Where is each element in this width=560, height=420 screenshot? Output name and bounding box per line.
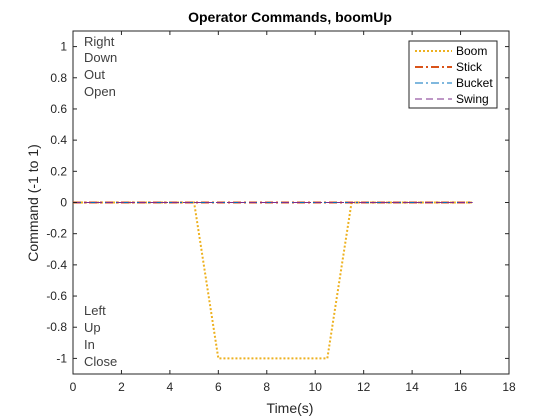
annotation-top-1: Down <box>84 50 117 65</box>
annotation-bottom-1: Up <box>84 320 101 335</box>
annotation-bottom: Left Up In Close <box>84 303 117 369</box>
x-axis-label: Time(s) <box>267 400 314 416</box>
y-tick-label: 0.4 <box>50 133 67 147</box>
y-tick-label: -0.4 <box>46 258 67 272</box>
y-tick-label: -0.6 <box>46 289 67 303</box>
series-layer <box>73 201 473 360</box>
annotation-bottom-0: Left <box>84 303 106 318</box>
legend-label-bucket: Bucket <box>456 76 493 90</box>
y-tick-label: 0.6 <box>50 102 67 116</box>
x-tick-label: 8 <box>263 380 270 394</box>
legend-items: Boom Stick Bucket Swing <box>415 44 493 106</box>
x-tick-label: 6 <box>215 380 222 394</box>
legend-label-boom: Boom <box>456 44 487 58</box>
annotation-top-3: Open <box>84 84 116 99</box>
legend-box <box>408 40 498 109</box>
x-tick-label: 18 <box>502 380 516 394</box>
annotation-bottom-3: Close <box>84 354 117 369</box>
legend-label-stick: Stick <box>456 60 483 74</box>
annotation-top-0: Right <box>84 34 115 49</box>
y-tick-label: 0 <box>60 196 67 210</box>
y-tick-label: -1 <box>56 351 67 365</box>
chart-title: Operator Commands, boomUp <box>188 9 392 25</box>
x-tick-label: 2 <box>118 380 125 394</box>
x-tick-label: 12 <box>357 380 371 394</box>
x-tick-label: 16 <box>454 380 468 394</box>
legend-label-swing: Swing <box>456 92 489 106</box>
annotation-bottom-2: In <box>84 337 95 352</box>
x-tick-label: 4 <box>167 380 174 394</box>
y-tick-label: -0.2 <box>46 227 67 241</box>
y-tick-label: 0.2 <box>50 164 67 178</box>
annotation-top: Right Down Out Open <box>84 34 117 99</box>
y-tick-label: 0.8 <box>50 71 67 85</box>
y-axis-label: Command (-1 to 1) <box>25 144 41 261</box>
legend: Boom Stick Bucket Swing <box>408 40 498 109</box>
x-tick-label: 14 <box>405 380 419 394</box>
tick-layer: 0 2 4 6 8 10 12 14 16 18 1 0.8 0.6 0.4 0.2 0 -0.2 -0.4 -0.… <box>46 31 516 394</box>
x-tick-label: 0 <box>70 380 77 394</box>
y-tick-label: -0.8 <box>46 320 67 334</box>
y-tick-label: 1 <box>60 40 67 54</box>
annotation-top-2: Out <box>84 67 105 82</box>
x-tick-label: 10 <box>309 380 323 394</box>
